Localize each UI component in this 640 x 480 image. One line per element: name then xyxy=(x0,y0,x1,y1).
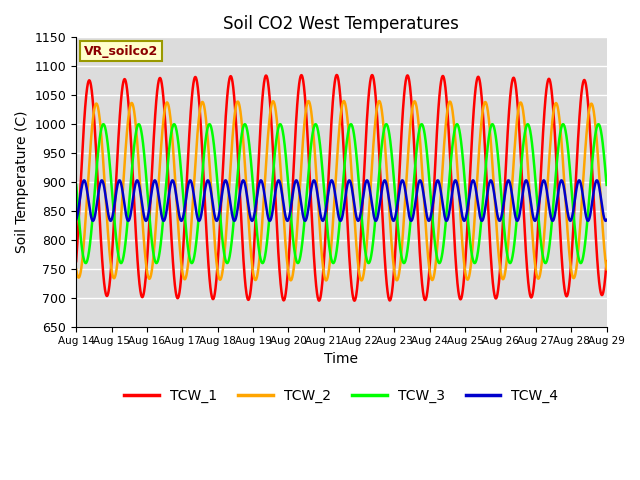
TCW_2 xyxy=(536,274,543,280)
TCW_4 xyxy=(593,178,600,183)
Text: VR_soilco2: VR_soilco2 xyxy=(84,45,158,58)
TCW_3 xyxy=(535,222,543,228)
TCW_4 xyxy=(164,196,172,202)
Y-axis label: Soil Temperature (C): Soil Temperature (C) xyxy=(15,111,29,253)
TCW_2 xyxy=(132,132,140,138)
TCW_2 xyxy=(593,134,600,140)
TCW_3 xyxy=(72,182,80,188)
TCW_2 xyxy=(340,98,348,104)
Line: TCW_2: TCW_2 xyxy=(76,101,607,280)
TCW_4 xyxy=(602,218,609,224)
TCW_1 xyxy=(333,72,340,78)
TCW_1 xyxy=(164,172,172,178)
TCW_3 xyxy=(595,121,602,127)
TCW_2 xyxy=(164,101,172,107)
X-axis label: Time: Time xyxy=(324,352,358,366)
TCW_4 xyxy=(133,178,141,183)
TCW_1 xyxy=(351,298,358,303)
TCW_1 xyxy=(276,268,284,274)
TCW_4 xyxy=(80,178,88,183)
Line: TCW_3: TCW_3 xyxy=(76,124,607,263)
TCW_2 xyxy=(276,151,284,156)
TCW_4 xyxy=(535,199,543,205)
TCW_4 xyxy=(299,211,307,217)
Line: TCW_1: TCW_1 xyxy=(76,75,607,300)
TCW_3 xyxy=(133,125,141,131)
TCW_3 xyxy=(593,126,600,132)
TCW_1 xyxy=(132,244,140,250)
TCW_2 xyxy=(299,144,307,149)
Legend: TCW_1, TCW_2, TCW_3, TCW_4: TCW_1, TCW_2, TCW_3, TCW_4 xyxy=(119,383,564,408)
TCW_4 xyxy=(276,179,284,185)
TCW_2 xyxy=(603,266,611,272)
TCW_3 xyxy=(299,236,307,242)
TCW_2 xyxy=(72,266,80,272)
TCW_3 xyxy=(164,155,172,161)
TCW_2 xyxy=(323,277,330,283)
TCW_1 xyxy=(603,258,611,264)
Title: Soil CO2 West Temperatures: Soil CO2 West Temperatures xyxy=(223,15,460,33)
TCW_4 xyxy=(72,217,80,223)
TCW_1 xyxy=(593,245,600,251)
TCW_1 xyxy=(536,199,543,205)
TCW_1 xyxy=(72,258,80,264)
TCW_3 xyxy=(82,260,90,266)
TCW_3 xyxy=(276,121,284,127)
TCW_1 xyxy=(299,74,307,80)
Line: TCW_4: TCW_4 xyxy=(76,180,607,221)
TCW_3 xyxy=(603,182,611,188)
TCW_4 xyxy=(603,217,611,223)
